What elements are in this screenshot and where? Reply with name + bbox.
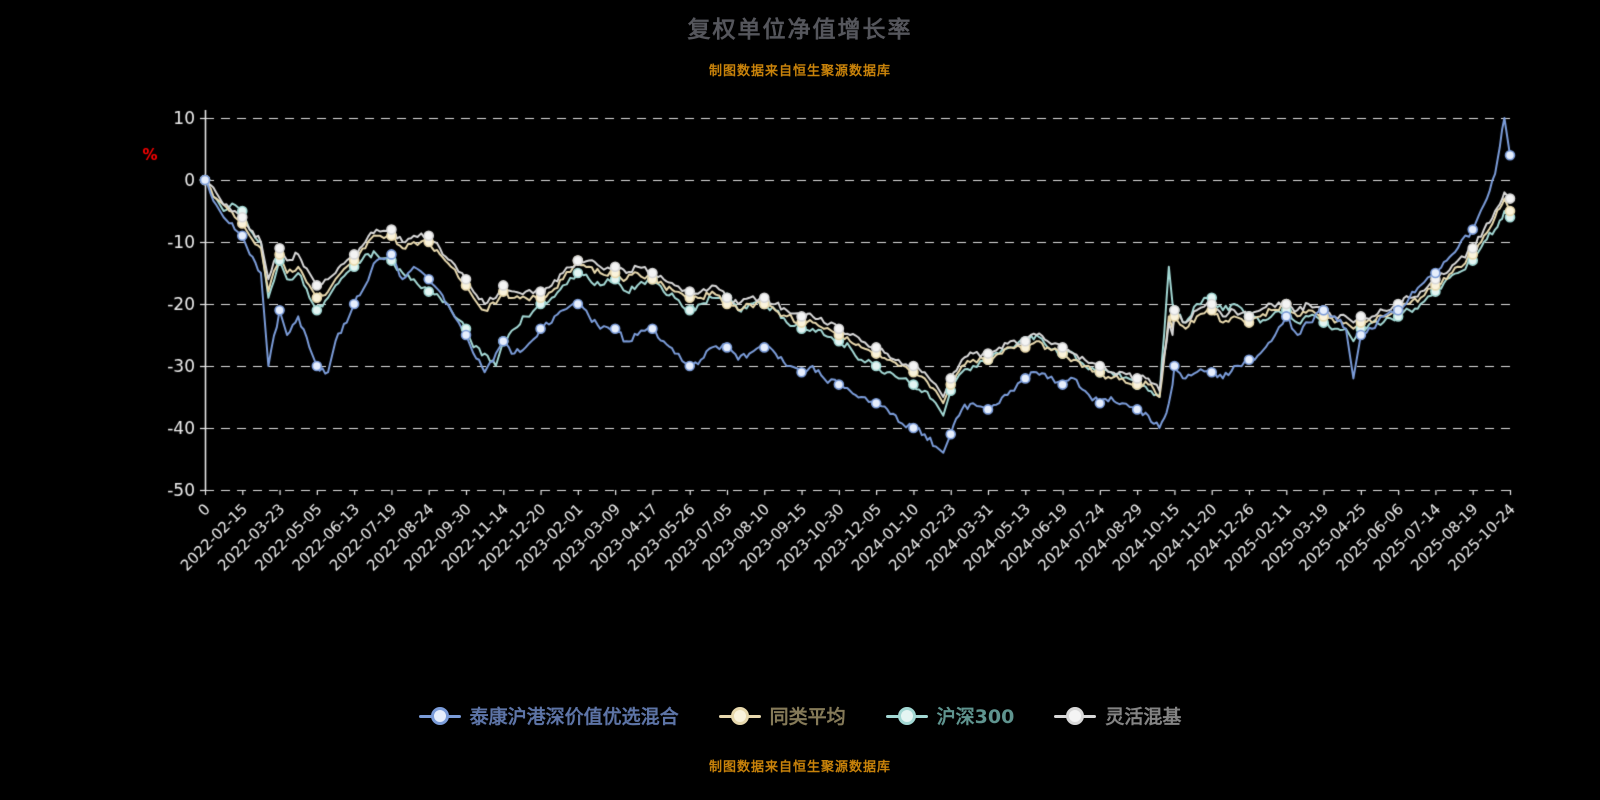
legend-item-flexible-mixed: 灵活混基 [1054, 702, 1181, 729]
hs300-series-marker-icon [885, 706, 928, 726]
legend-item-hs300: 沪深300 [885, 702, 1015, 729]
data-source-note-bottom: 制图数据来自恒生聚源数据库 [708, 760, 891, 775]
legend-label-fund: 泰康沪港深价值优选混合 [469, 706, 679, 728]
fund-series-marker-icon [418, 706, 461, 726]
flexible-mixed-series-marker-icon [1054, 706, 1097, 726]
legend-item-fund: 泰康沪港深价值优选混合 [418, 702, 679, 729]
category-average-series-marker-icon [718, 706, 761, 726]
legend-label-category-average: 同类平均 [769, 706, 846, 728]
legend-item-category-average: 同类平均 [718, 702, 846, 729]
legend-label-hs300: 沪深300 [936, 706, 1015, 728]
chart-legend: 泰康沪港深价值优选混合 同类平均 沪深300 灵活混基 [0, 702, 1600, 729]
legend-label-flexible-mixed: 灵活混基 [1105, 706, 1182, 728]
